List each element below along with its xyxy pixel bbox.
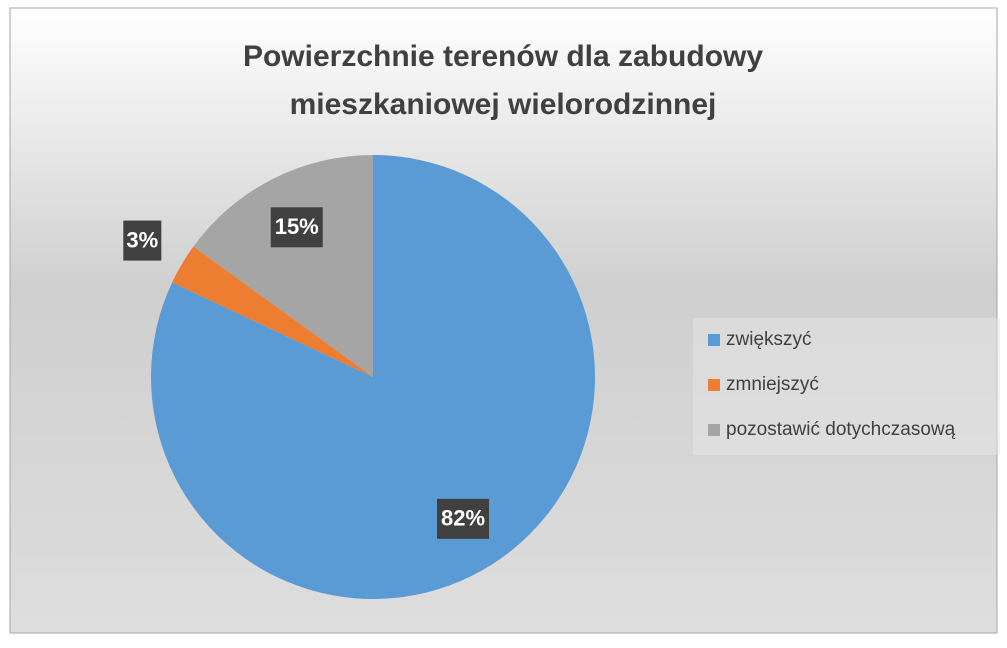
legend-label: zmniejszyć [726,374,819,395]
legend-swatch [708,334,720,346]
data-label: 3% [126,227,158,252]
pie-slice [193,155,373,377]
chart-title: mieszkaniowej wielorodzinnej [290,88,717,121]
legend-swatch [708,424,720,436]
data-label-box [437,498,490,539]
legend-label: pozostawić dotychczasową [726,419,956,440]
data-label: 15% [275,214,319,239]
legend-box [693,318,1000,455]
pie-slice [172,246,373,377]
data-label-box [123,220,162,261]
chart-title: Powierzchnie terenów dla zabudowy [243,40,763,73]
legend-label: zwiększyć [726,329,812,350]
data-label: 82% [441,506,485,531]
legend-swatch [708,379,720,391]
data-label-box [270,207,323,248]
